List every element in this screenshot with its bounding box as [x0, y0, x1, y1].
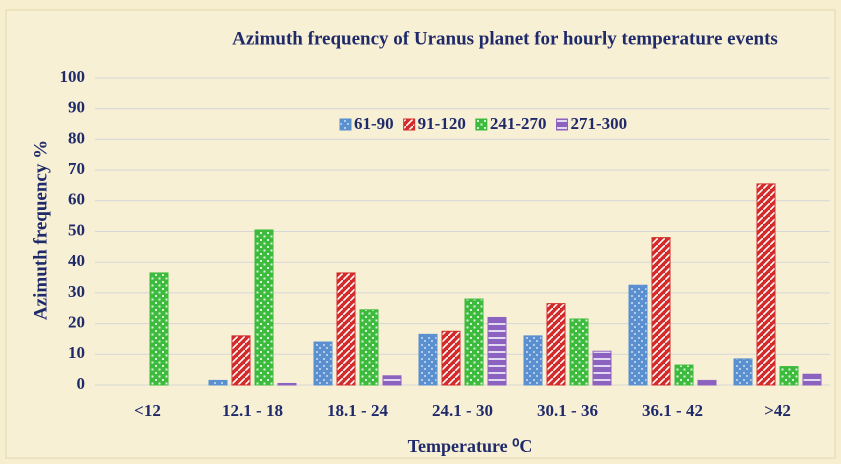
- bar: [336, 272, 356, 386]
- bar: [149, 272, 169, 386]
- y-tick-label: 100: [60, 67, 86, 86]
- bar: [254, 229, 274, 386]
- chart-title: Azimuth frequency of Uranus planet for h…: [232, 28, 778, 49]
- y-tick-label: 40: [68, 251, 85, 270]
- x-tick-label: 24.1 - 30: [432, 401, 493, 420]
- y-tick-label: 90: [68, 98, 85, 117]
- legend-swatch: [403, 118, 416, 131]
- bar: [231, 335, 251, 386]
- legend-label: 61-90: [354, 114, 394, 133]
- chart-background: [5, 9, 836, 459]
- y-tick-label: 20: [68, 313, 85, 332]
- y-tick-label: 70: [68, 159, 85, 178]
- y-tick-label: 60: [68, 190, 85, 209]
- x-tick-label: 36.1 - 42: [642, 401, 703, 420]
- bar: [277, 382, 297, 386]
- legend-swatch: [475, 118, 488, 131]
- legend-label: 241-270: [490, 114, 547, 133]
- legend-swatch: [339, 118, 352, 131]
- bar: [382, 375, 402, 386]
- bar: [546, 303, 566, 386]
- legend-swatch: [556, 118, 569, 131]
- bar: [802, 373, 822, 386]
- x-tick-label: <12: [134, 401, 161, 420]
- x-axis-label: Temperature ⁰C: [408, 436, 533, 456]
- bar: [697, 379, 717, 386]
- y-tick-label: 80: [68, 128, 85, 147]
- y-tick-label: 10: [68, 343, 85, 362]
- y-axis-label: Azimuth frequency %: [30, 140, 51, 320]
- bar: [756, 183, 776, 386]
- bar: [441, 330, 461, 386]
- x-tick-label: 30.1 - 36: [537, 401, 598, 420]
- bar: [779, 366, 799, 386]
- x-tick-label: >42: [764, 401, 791, 420]
- y-tick-label: 0: [77, 374, 86, 393]
- bar: [359, 309, 379, 386]
- bar: [487, 316, 507, 386]
- legend-label: 271-300: [571, 114, 628, 133]
- y-tick-label: 50: [68, 220, 85, 239]
- bar: [418, 333, 438, 386]
- bar: [313, 341, 333, 386]
- bar: [569, 318, 589, 386]
- x-tick-label: 12.1 - 18: [222, 401, 283, 420]
- bar: [733, 358, 753, 386]
- bar: [208, 379, 228, 386]
- y-tick-label: 30: [68, 282, 85, 301]
- bar: [464, 298, 484, 386]
- bar: [628, 284, 648, 386]
- x-tick-label: 18.1 - 24: [327, 401, 388, 420]
- bar: [523, 335, 543, 386]
- bar: [651, 237, 671, 386]
- bar: [674, 364, 694, 386]
- legend-label: 91-120: [418, 114, 466, 133]
- bar: [592, 350, 612, 386]
